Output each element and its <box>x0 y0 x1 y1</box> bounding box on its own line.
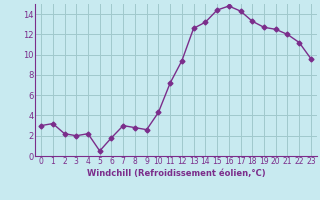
X-axis label: Windchill (Refroidissement éolien,°C): Windchill (Refroidissement éolien,°C) <box>87 169 265 178</box>
